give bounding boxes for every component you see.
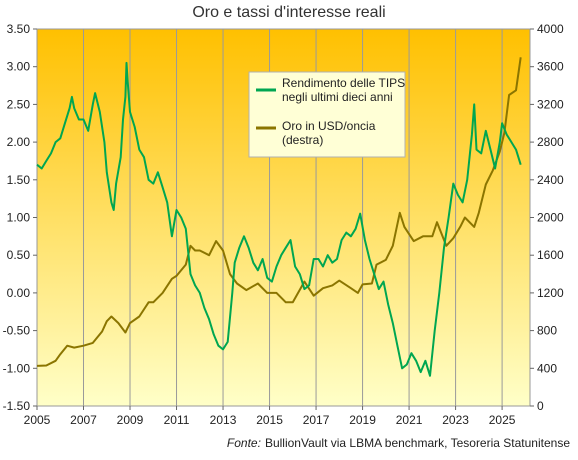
y-left-tick-label: 0.00 [7, 286, 31, 300]
series-line-tips-yield [36, 61, 522, 377]
legend-label-tips: Rendimento delle TIPS negli ultimi dieci… [282, 76, 409, 104]
series-line-gold-price [36, 57, 522, 367]
y-left-tick-label: 2.00 [7, 135, 31, 149]
x-tick-label: 2015 [256, 413, 283, 427]
y-left-tick-label: 0.50 [7, 248, 31, 262]
axis-ticks: 2005 2007 2009 2011 2013 2015 2017 2019 2021 2023… [3, 22, 564, 427]
y-right-tick-label: 400 [537, 361, 557, 375]
x-tick-label: 2019 [349, 413, 376, 427]
y-left-tick-label: -1.50 [3, 399, 31, 413]
x-tick-label: 2017 [303, 413, 330, 427]
y-right-tick-label: 1200 [537, 286, 564, 300]
legend-label-gold: Oro in USD/oncia (destra) [282, 119, 379, 147]
y-left-tick-label: -0.50 [3, 324, 31, 338]
y-right-tick-label: 4000 [537, 22, 564, 36]
y-right-tick-label: 2000 [537, 211, 564, 225]
y-left-tick-label: 3.00 [7, 60, 31, 74]
grid-lines [83, 29, 503, 406]
x-tick-label: 2009 [117, 413, 144, 427]
x-tick-label: 2013 [210, 413, 237, 427]
y-left-tick-label: 1.00 [7, 211, 31, 225]
chart-title: Oro e tassi d'interesse reali [192, 4, 385, 21]
y-left-tick-label: 2.50 [7, 97, 31, 111]
y-right-tick-label: 2400 [537, 173, 564, 187]
x-tick-label: 2005 [24, 413, 51, 427]
y-right-tick-label: 2800 [537, 135, 564, 149]
y-left-tick-label: 3.50 [7, 22, 31, 36]
y-left-tick-label: -1.00 [3, 361, 31, 375]
y-right-tick-label: 3200 [537, 97, 564, 111]
legend: Rendimento delle TIPS negli ultimi dieci… [248, 71, 409, 158]
x-tick-label: 2025 [489, 413, 516, 427]
x-tick-label: 2021 [396, 413, 423, 427]
x-tick-label: 2007 [70, 413, 97, 427]
y-right-tick-label: 1600 [537, 248, 564, 262]
series-layer [36, 57, 522, 377]
y-right-tick-label: 0 [537, 399, 544, 413]
source-text: BullionVault via LBMA benchmark, Tesorer… [265, 436, 570, 450]
x-tick-label: 2023 [442, 413, 469, 427]
source-prefix: Fonte: [227, 436, 261, 450]
y-right-tick-label: 800 [537, 324, 557, 338]
y-right-tick-label: 3600 [537, 60, 564, 74]
y-left-tick-label: 1.50 [7, 173, 31, 187]
legend-box [248, 71, 406, 158]
source-note: Fonte: BullionVault via LBMA benchmark, T… [227, 436, 570, 450]
x-tick-label: 2011 [164, 413, 190, 427]
